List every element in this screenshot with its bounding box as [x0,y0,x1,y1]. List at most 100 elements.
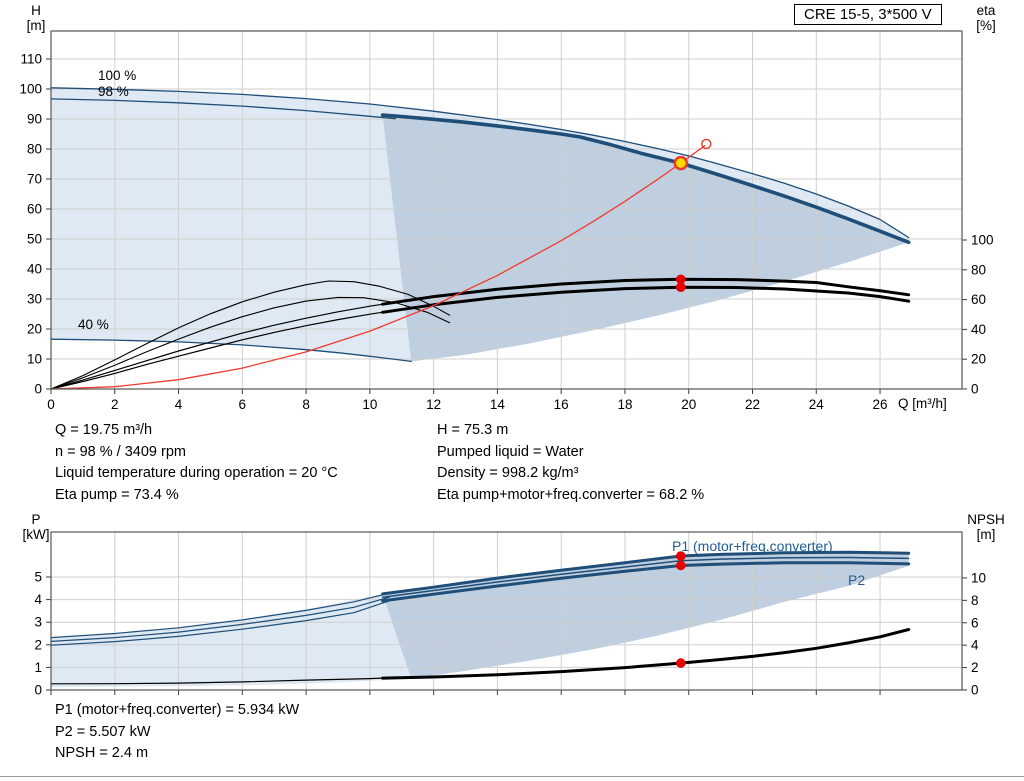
y-tick-label: 3 [34,615,42,630]
x-tick-label: 2 [111,397,119,412]
y2-tick-label: 100 [971,233,994,248]
y-tick-label: 5 [34,569,42,584]
p1-curve-low-3 [50,600,390,646]
p-mid-curve [381,556,910,599]
x-tick-label: 12 [426,397,441,412]
power-range-region-dark [382,552,909,679]
y2-tick-label: 40 [971,322,986,337]
y-tick-label: 0 [34,683,42,698]
head-left-axis-label: H [31,3,41,18]
power-data-block: P1 (motor+freq.converter) = 5.934 kW P2 … [55,700,299,765]
p1-curve-low-2 [50,596,390,643]
x-tick-label: 26 [873,397,888,412]
npsh-curve [381,628,911,680]
operating-data-right: H = 75.3 m Pumped liquid = Water Density… [437,420,704,506]
duty-point[interactable] [673,155,688,171]
power-right-axis-label: NPSH [967,512,1005,527]
y-tick-label: 100 [19,81,42,96]
info-density: Density = 998.2 kg/m³ [437,465,579,482]
y-tick-label: 30 [27,291,42,306]
speed-label-100: 100 % [98,68,137,83]
bottom-divider [0,776,1024,777]
head-right-axis-label: eta [976,3,996,18]
y2-tick-label: 80 [971,262,986,277]
info-pumped-liquid: Pumped liquid = Water [437,443,584,460]
npsh-point [676,658,686,668]
y-tick-label: 90 [27,111,42,126]
x-tick-label: 20 [681,397,696,412]
speed-98-curve [380,113,911,245]
y-tick-label: 1 [34,660,42,675]
y2-tick-label: 8 [971,593,979,608]
speed-100-curve [50,87,910,239]
speed-98-curve-thin [50,98,397,120]
info-eta-total: Eta pump+motor+freq.converter = 68.2 % [437,486,705,503]
eta-total-curve-low [50,310,390,390]
x-tick-label: 14 [490,397,506,412]
speed-label-40: 40 % [78,317,109,332]
speed-40-curve [50,338,412,363]
requested-duty-point [701,138,712,150]
speed-label-98: 98 % [98,84,129,99]
power-left-axis-label: P [31,512,41,527]
y-tick-label: 10 [27,351,42,366]
power-left-axis-title: P [kW] [14,512,58,542]
x-tick-label: 6 [239,397,247,412]
system-curve [50,145,706,390]
y2-tick-label: 10 [971,570,986,585]
x-tick-label: 18 [617,397,632,412]
y2-tick-label: 20 [971,352,986,367]
y-tick-label: 50 [27,231,42,246]
p1-curve [381,550,911,596]
eta-reduced-speed-curve-2 [50,296,451,390]
head-right-axis-unit: [%] [976,18,996,33]
y-tick-label: 110 [20,51,42,66]
plot-frame [50,30,963,390]
y-tick-label: 60 [27,201,42,216]
power-right-axis-title: NPSH [m] [960,512,1012,542]
operating-range-region-dark [382,115,909,362]
plot-frame [50,531,963,691]
x-tick-label: 24 [809,397,825,412]
info-npsh: NPSH = 2.4 m [55,745,149,762]
head-chart: 0 2 4 6 8 10 12 14 16 18 20 22 24 2601020304050607080… [19,30,994,412]
y-tick-label: 20 [27,321,42,336]
head-left-axis-unit: [m] [26,18,46,33]
x-tick-label: 0 [47,397,55,412]
y-tick-label: 0 [34,382,42,397]
eta-pump-curve-low [50,302,390,390]
pump-type-box: CRE 15-5, 3*500 V [794,4,942,25]
y-tick-label: 70 [27,171,42,186]
y-tick-label: 80 [27,141,42,156]
x-tick-label: 10 [362,397,377,412]
operating-data-left: Q = 19.75 m³/h n = 98 % / 3409 rpm Liqui… [55,420,338,506]
p1-point [676,551,686,561]
head-right-axis-title: eta [%] [966,3,1006,33]
npsh-curve-low [50,677,390,685]
p1-curve-low-1 [50,592,390,639]
p1-curve-label: P1 (motor+freq.converter) [672,538,833,554]
y2-tick-label: 60 [971,292,986,307]
y-tick-label: 40 [27,261,42,276]
y2-tick-label: 6 [971,615,979,630]
eta-total-point [676,282,686,293]
head-left-axis-title: H [m] [18,3,54,33]
x-axis-title: Q [m³/h] [898,396,947,411]
power-left-axis-unit: [kW] [22,527,50,542]
info-eta-pump: Eta pump = 73.4 % [55,486,179,503]
info-p2: P2 = 5.507 kW [55,723,151,740]
y2-tick-label: 0 [971,382,979,397]
eta-pump-point [676,274,686,285]
y-tick-label: 2 [34,637,42,652]
x-tick-label: 16 [554,397,569,412]
y-tick-label: 4 [34,592,42,607]
x-tick-label: 22 [745,397,760,412]
info-speed: n = 98 % / 3409 rpm [55,443,186,460]
info-flow: Q = 19.75 m³/h [55,422,153,438]
y2-tick-label: 4 [971,638,979,653]
power-npsh-chart: 0 1 2 3 4 5 0 2 4 6 8 10 [34,531,986,698]
info-head: H = 75.3 m [437,422,509,438]
y2-tick-label: 2 [971,660,979,675]
p2-curve-label: P2 [848,572,866,588]
